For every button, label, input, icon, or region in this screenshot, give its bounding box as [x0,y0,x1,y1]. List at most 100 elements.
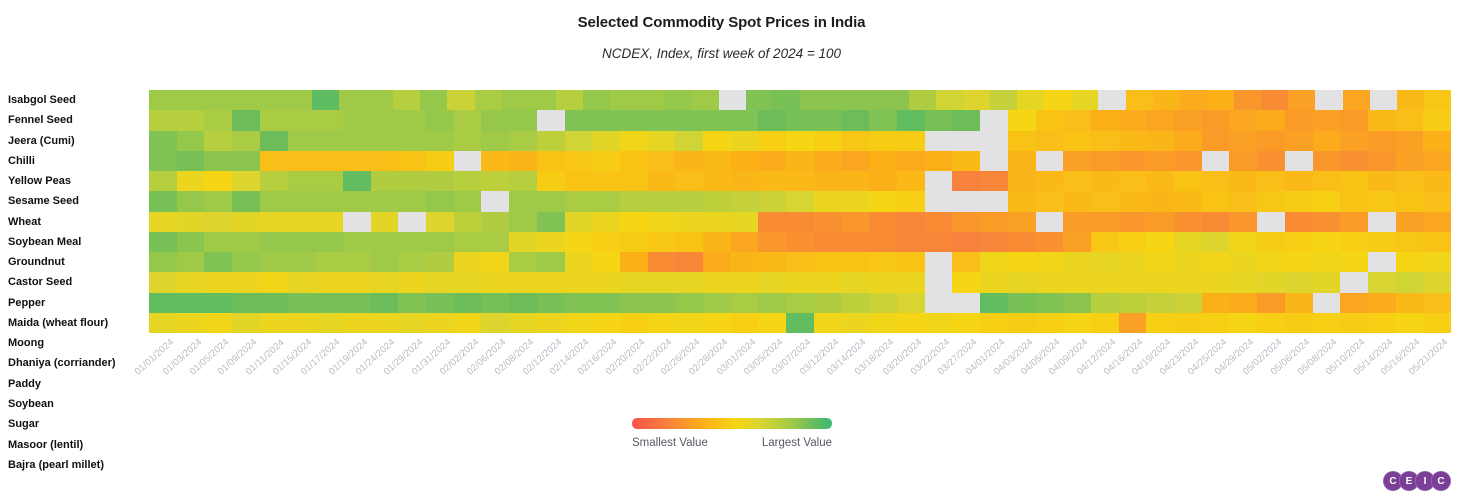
heatmap-cell[interactable] [1007,191,1036,212]
heatmap-cell[interactable] [1229,252,1258,273]
heatmap-cell[interactable] [370,150,399,172]
heatmap-cell[interactable] [1090,292,1119,313]
heatmap-cell[interactable] [315,110,343,131]
heatmap-cell-missing[interactable] [1367,211,1396,232]
heatmap-cell[interactable] [481,110,510,131]
heatmap-cell[interactable] [896,231,925,253]
heatmap-cell[interactable] [869,272,897,293]
heatmap-cell[interactable] [813,231,842,253]
heatmap-cell[interactable] [1063,312,1091,334]
heatmap-cell[interactable] [204,272,233,293]
heatmap-cell[interactable] [315,231,343,253]
heatmap-cell[interactable] [1090,191,1119,212]
heatmap-cell[interactable] [703,171,731,192]
heatmap-cell[interactable] [257,90,285,111]
heatmap-cell[interactable] [259,292,288,313]
heatmap-cell[interactable] [1312,171,1341,192]
heatmap-cell[interactable] [509,312,537,334]
heatmap-cell[interactable] [647,272,676,293]
heatmap-cell[interactable] [647,211,676,232]
heatmap-cell[interactable] [1367,272,1396,293]
heatmap-cell[interactable] [564,150,593,172]
heatmap-cell[interactable] [637,90,665,111]
heatmap-cell[interactable] [287,150,316,172]
heatmap-cell[interactable] [1201,171,1230,192]
heatmap-cell[interactable] [1201,272,1230,293]
heatmap-cell[interactable] [204,252,233,273]
heatmap-cell[interactable] [420,90,448,111]
heatmap-cell[interactable] [1201,312,1230,334]
heatmap-cell[interactable] [259,211,288,232]
heatmap-cell[interactable] [447,90,475,111]
heatmap-cell[interactable] [230,90,258,111]
heatmap-cell[interactable] [1367,312,1396,334]
heatmap-cell[interactable] [619,272,648,293]
heatmap-cell[interactable] [1090,171,1119,192]
heatmap-cell[interactable] [1423,110,1452,131]
heatmap-cell[interactable] [592,211,620,232]
heatmap-cell[interactable] [813,171,842,192]
heatmap-cell[interactable] [1257,231,1285,253]
heatmap-cell-missing[interactable] [453,150,482,172]
heatmap-cell[interactable] [1118,150,1147,172]
heatmap-cell[interactable] [730,211,759,232]
heatmap-cell-missing[interactable] [1257,211,1285,232]
heatmap-cell[interactable] [315,130,343,151]
heatmap-cell[interactable] [1118,312,1147,334]
heatmap-cell[interactable] [952,171,981,192]
heatmap-cell[interactable] [315,171,343,192]
heatmap-cell[interactable] [869,171,897,192]
heatmap-cell[interactable] [869,211,897,232]
heatmap-cell[interactable] [989,90,1017,111]
heatmap-cell[interactable] [592,312,620,334]
heatmap-cell[interactable] [1201,130,1230,151]
heatmap-cell[interactable] [675,130,704,151]
heatmap-cell[interactable] [758,110,787,131]
heatmap-cell[interactable] [1007,272,1036,293]
heatmap-cell[interactable] [1229,191,1258,212]
heatmap-cell[interactable] [758,292,787,313]
heatmap-cell[interactable] [564,252,593,273]
heatmap-cell[interactable] [564,191,593,212]
heatmap-cell[interactable] [786,191,814,212]
heatmap-cell[interactable] [398,150,427,172]
heatmap-cell[interactable] [342,252,371,273]
heatmap-cell[interactable] [675,272,704,293]
heatmap-cell[interactable] [592,171,620,192]
heatmap-cell[interactable] [176,211,205,232]
heatmap-cell[interactable] [426,211,454,232]
heatmap-cell[interactable] [1007,150,1036,172]
heatmap-cell[interactable] [952,231,981,253]
heatmap-cell[interactable] [1174,191,1202,212]
heatmap-cell[interactable] [1395,272,1424,293]
heatmap-cell[interactable] [1174,252,1202,273]
heatmap-cell[interactable] [854,90,882,111]
heatmap-cell[interactable] [1340,171,1368,192]
heatmap-cell[interactable] [149,231,177,253]
heatmap-cell[interactable] [703,231,731,253]
heatmap-cell[interactable] [869,292,897,313]
heatmap-cell[interactable] [453,191,482,212]
heatmap-cell-missing[interactable] [536,110,565,131]
heatmap-cell[interactable] [730,292,759,313]
heatmap-cell[interactable] [1035,231,1064,253]
heatmap-cell[interactable] [813,272,842,293]
heatmap-cell[interactable] [398,252,427,273]
heatmap-cell[interactable] [232,211,260,232]
heatmap-cell[interactable] [980,252,1008,273]
heatmap-cell[interactable] [758,272,787,293]
heatmap-cell[interactable] [204,312,233,334]
heatmap-cell[interactable] [1007,171,1036,192]
heatmap-cell[interactable] [1035,130,1064,151]
heatmap-cell[interactable] [398,272,427,293]
heatmap-cell-missing[interactable] [980,150,1008,172]
heatmap-cell[interactable] [564,312,593,334]
heatmap-cell[interactable] [315,252,343,273]
heatmap-cell[interactable] [619,171,648,192]
heatmap-cell[interactable] [370,211,399,232]
heatmap-cell[interactable] [1090,211,1119,232]
heatmap-cell[interactable] [509,292,537,313]
heatmap-cell[interactable] [1423,171,1452,192]
heatmap-cell[interactable] [730,191,759,212]
heatmap-cell[interactable] [370,130,399,151]
